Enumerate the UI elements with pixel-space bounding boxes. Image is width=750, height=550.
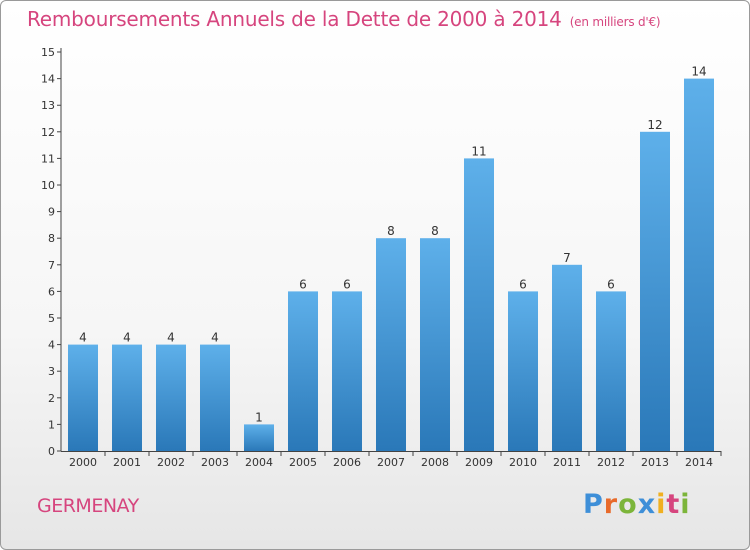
bar bbox=[376, 238, 406, 451]
y-tick-label: 1 bbox=[48, 418, 55, 431]
data-label: 1 bbox=[255, 410, 263, 424]
y-tick-label: 6 bbox=[48, 285, 55, 298]
x-tick-label: 2009 bbox=[465, 456, 493, 469]
bar bbox=[68, 344, 98, 451]
x-tick-label: 2013 bbox=[641, 456, 669, 469]
chart-unit: (en milliers d'€) bbox=[569, 15, 661, 29]
x-tick-label: 2002 bbox=[157, 456, 185, 469]
data-label: 4 bbox=[211, 331, 219, 345]
data-labels: 4 4 4 4 1 6 6 8 8 11 6 7 6 12 14 bbox=[79, 65, 706, 425]
data-label: 6 bbox=[519, 277, 527, 291]
x-tick-label: 2001 bbox=[113, 456, 141, 469]
y-tick-label: 10 bbox=[41, 179, 55, 192]
y-tick-label: 5 bbox=[48, 312, 55, 325]
data-label: 8 bbox=[387, 224, 395, 238]
data-label: 6 bbox=[299, 277, 307, 291]
y-tick-label: 2 bbox=[48, 392, 55, 405]
x-tick-label: 2003 bbox=[201, 456, 229, 469]
y-tick-label: 14 bbox=[41, 73, 55, 86]
proxiti-logo[interactable]: Proxiti bbox=[583, 489, 691, 520]
bar bbox=[200, 344, 230, 451]
chart-title: Remboursements Annuels de la Dette de 20… bbox=[27, 7, 661, 31]
bar bbox=[684, 78, 714, 451]
data-label: 6 bbox=[343, 277, 351, 291]
chart-title-text: Remboursements Annuels de la Dette de 20… bbox=[27, 7, 562, 31]
bar bbox=[244, 424, 274, 451]
bar bbox=[420, 238, 450, 451]
data-label: 8 bbox=[431, 224, 439, 238]
data-label: 12 bbox=[647, 118, 662, 132]
bar bbox=[112, 344, 142, 451]
x-tick-label: 2010 bbox=[509, 456, 537, 469]
data-label: 11 bbox=[471, 144, 486, 158]
x-tick-label: 2007 bbox=[377, 456, 405, 469]
y-tick-label: 4 bbox=[48, 339, 55, 352]
bar bbox=[464, 158, 494, 451]
y-tick-label: 0 bbox=[48, 445, 55, 458]
data-label: 14 bbox=[691, 65, 706, 79]
x-tick-label: 2012 bbox=[597, 456, 625, 469]
bar bbox=[156, 344, 186, 451]
y-tick-label: 9 bbox=[48, 206, 55, 219]
x-tick-label: 2004 bbox=[245, 456, 273, 469]
data-label: 4 bbox=[167, 331, 175, 345]
bars bbox=[68, 78, 714, 452]
town-name: GERMENAY bbox=[37, 495, 139, 517]
y-tick-label: 3 bbox=[48, 365, 55, 378]
bar bbox=[640, 131, 670, 452]
bar bbox=[332, 291, 362, 451]
bar bbox=[552, 264, 582, 451]
y-tick-label: 8 bbox=[48, 232, 55, 245]
x-tick-label: 2006 bbox=[333, 456, 361, 469]
x-tick-label: 2011 bbox=[553, 456, 581, 469]
y-tick-label: 15 bbox=[41, 46, 55, 59]
data-label: 4 bbox=[123, 331, 131, 345]
data-label: 6 bbox=[607, 277, 615, 291]
data-label: 7 bbox=[563, 251, 571, 265]
data-label: 4 bbox=[79, 331, 87, 345]
bar bbox=[288, 291, 318, 451]
x-tick-label: 2005 bbox=[289, 456, 317, 469]
x-tick-label: 2014 bbox=[685, 456, 713, 469]
y-tick-label: 12 bbox=[41, 126, 55, 139]
x-tick-label: 2000 bbox=[69, 456, 97, 469]
bar bbox=[596, 291, 626, 451]
bar bbox=[508, 291, 538, 451]
y-tick-label: 7 bbox=[48, 259, 55, 272]
x-tick-label: 2008 bbox=[421, 456, 449, 469]
y-tick-label: 13 bbox=[41, 99, 55, 112]
y-tick-label: 11 bbox=[41, 152, 55, 165]
